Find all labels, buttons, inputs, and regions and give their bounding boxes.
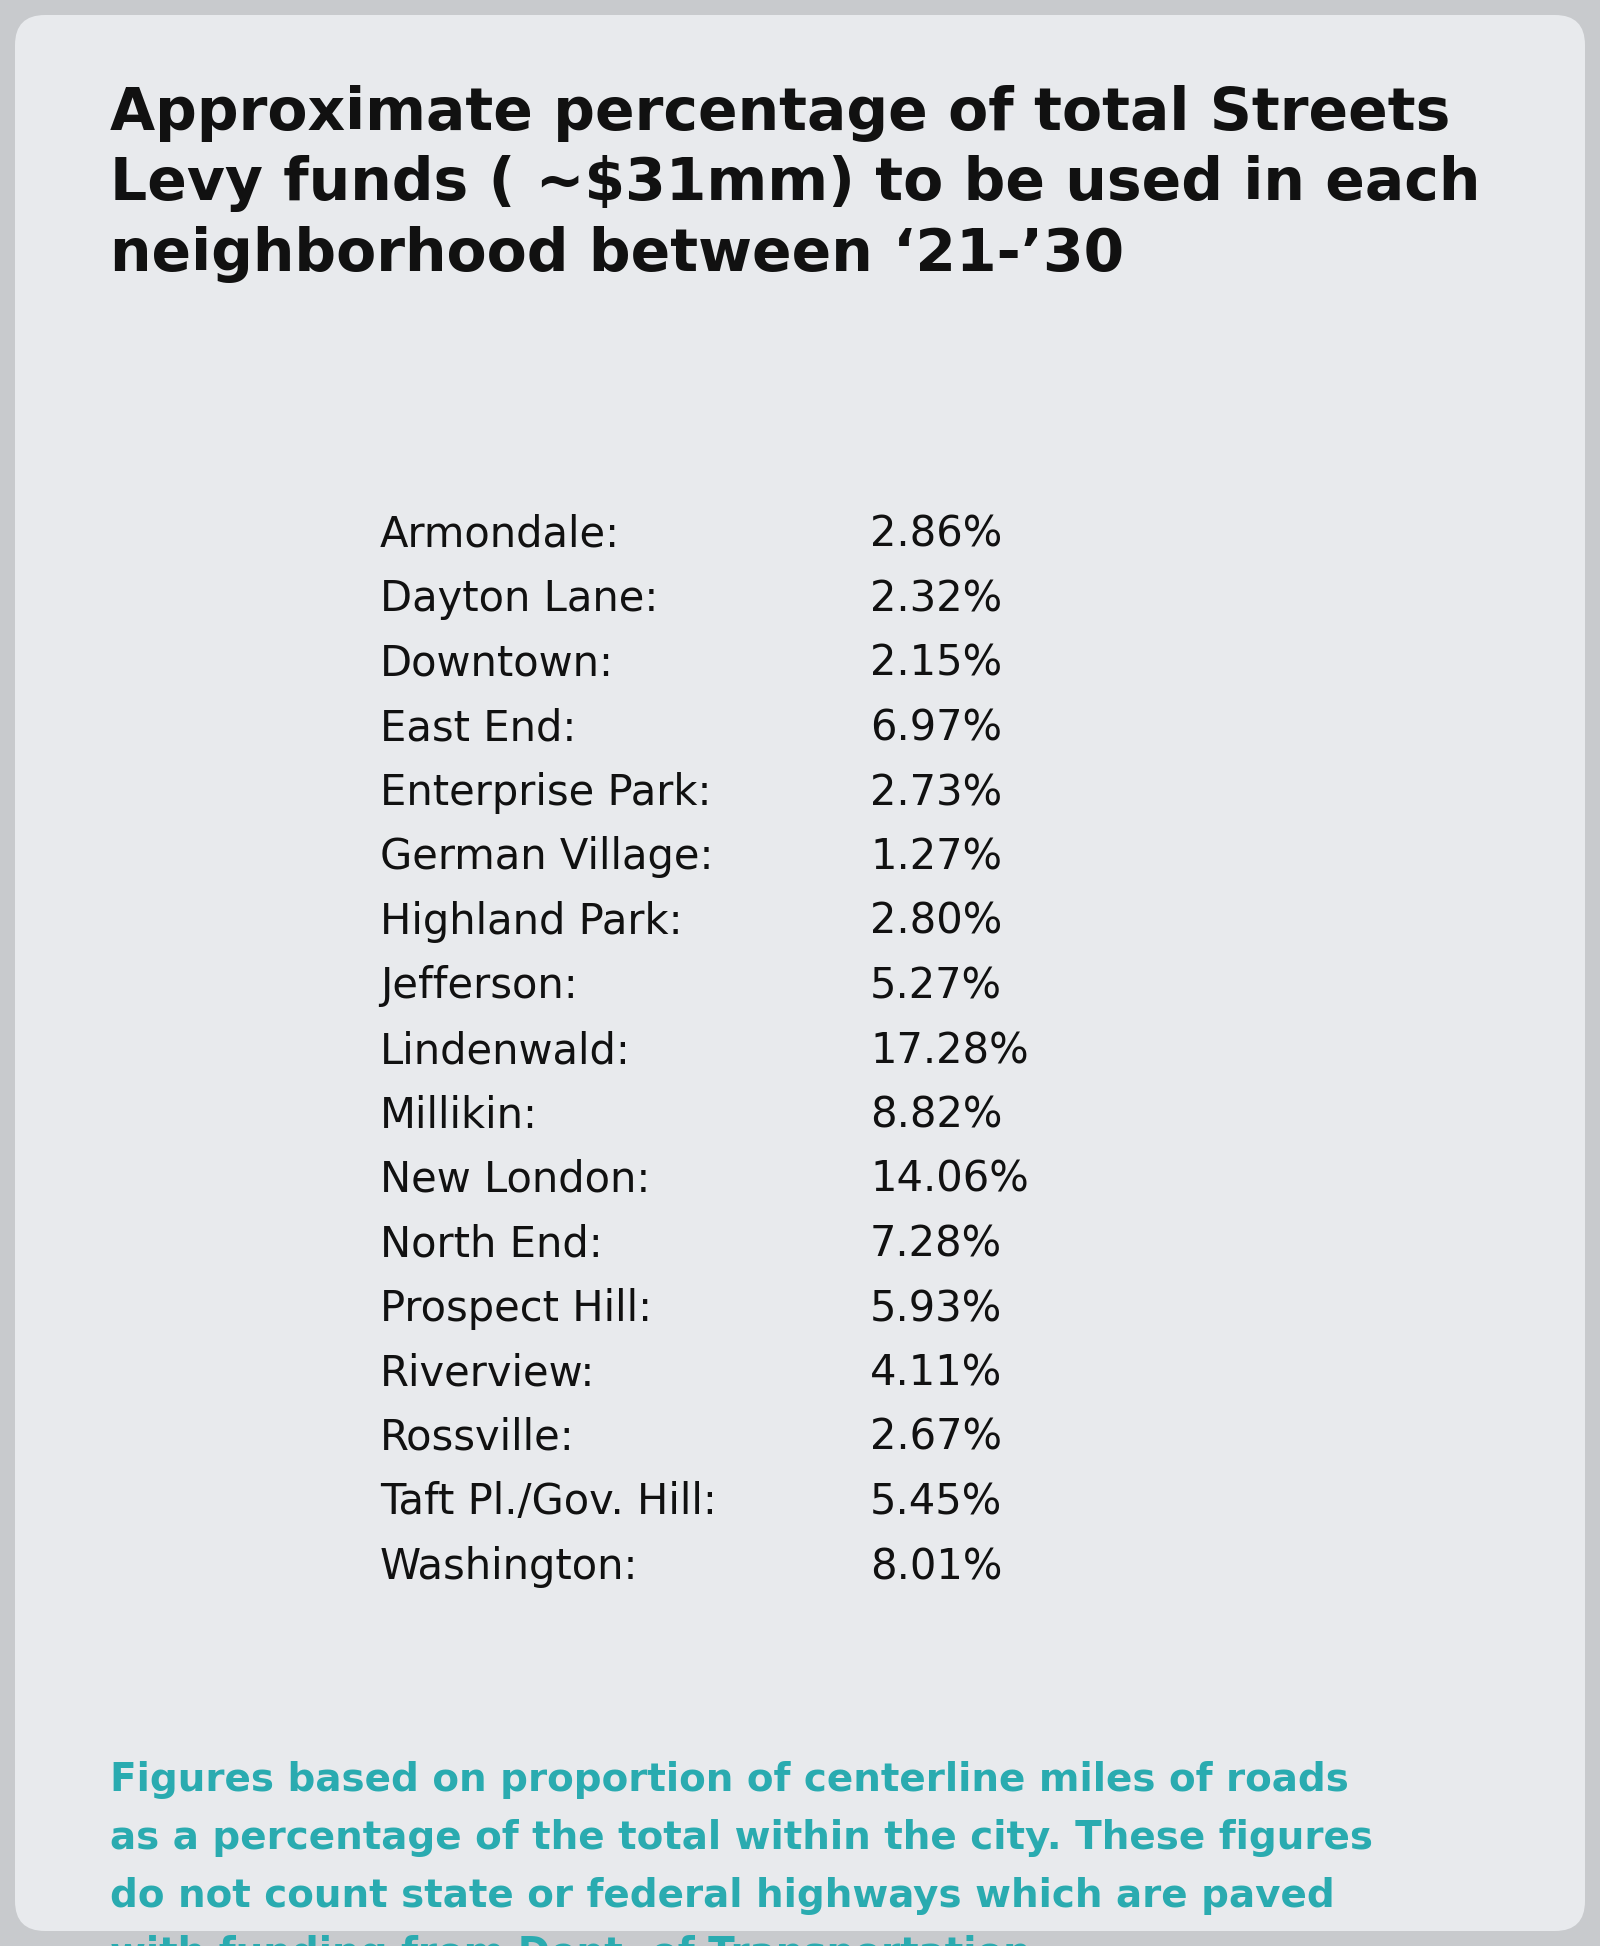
Text: 14.06%: 14.06% — [870, 1160, 1029, 1201]
Text: with funding from Dept. of Transportation.: with funding from Dept. of Transportatio… — [110, 1934, 1046, 1946]
Text: 6.97%: 6.97% — [870, 708, 1002, 749]
Text: 5.45%: 5.45% — [870, 1481, 1002, 1524]
Text: Lindenwald:: Lindenwald: — [381, 1029, 630, 1072]
Text: 5.27%: 5.27% — [870, 965, 1002, 1008]
Text: East End:: East End: — [381, 708, 576, 749]
Text: North End:: North End: — [381, 1224, 603, 1265]
Text: Dayton Lane:: Dayton Lane: — [381, 578, 658, 621]
Text: 5.93%: 5.93% — [870, 1288, 1002, 1329]
Text: 7.28%: 7.28% — [870, 1224, 1002, 1265]
Text: Downtown:: Downtown: — [381, 642, 614, 685]
Text: Armondale:: Armondale: — [381, 514, 621, 557]
Text: as a percentage of the total within the city. These figures: as a percentage of the total within the … — [110, 1820, 1373, 1856]
Text: 2.86%: 2.86% — [870, 514, 1002, 557]
Text: 2.15%: 2.15% — [870, 642, 1002, 685]
Text: do not count state or federal highways which are paved: do not count state or federal highways w… — [110, 1878, 1334, 1915]
Text: 2.32%: 2.32% — [870, 578, 1002, 621]
Text: 2.67%: 2.67% — [870, 1417, 1002, 1460]
Text: 17.28%: 17.28% — [870, 1029, 1029, 1072]
FancyBboxPatch shape — [14, 16, 1586, 1930]
Text: Jefferson:: Jefferson: — [381, 965, 578, 1008]
Text: Millikin:: Millikin: — [381, 1094, 538, 1136]
Text: Prospect Hill:: Prospect Hill: — [381, 1288, 653, 1329]
Text: 8.82%: 8.82% — [870, 1094, 1002, 1136]
Text: 2.73%: 2.73% — [870, 773, 1002, 813]
Text: Rossville:: Rossville: — [381, 1417, 574, 1460]
Text: 4.11%: 4.11% — [870, 1352, 1002, 1395]
Text: Approximate percentage of total Streets
Levy funds ( ~$31mm) to be used in each
: Approximate percentage of total Streets … — [110, 86, 1480, 282]
Text: New London:: New London: — [381, 1160, 650, 1201]
Text: Taft Pl./Gov. Hill:: Taft Pl./Gov. Hill: — [381, 1481, 717, 1524]
Text: Washington:: Washington: — [381, 1545, 638, 1588]
Text: 1.27%: 1.27% — [870, 837, 1002, 878]
Text: Enterprise Park:: Enterprise Park: — [381, 773, 712, 813]
Text: Riverview:: Riverview: — [381, 1352, 595, 1395]
Text: Figures based on proportion of centerline miles of roads: Figures based on proportion of centerlin… — [110, 1761, 1349, 1798]
Text: 2.80%: 2.80% — [870, 901, 1002, 944]
Text: Highland Park:: Highland Park: — [381, 901, 683, 944]
Text: 8.01%: 8.01% — [870, 1545, 1002, 1588]
Text: German Village:: German Village: — [381, 837, 714, 878]
